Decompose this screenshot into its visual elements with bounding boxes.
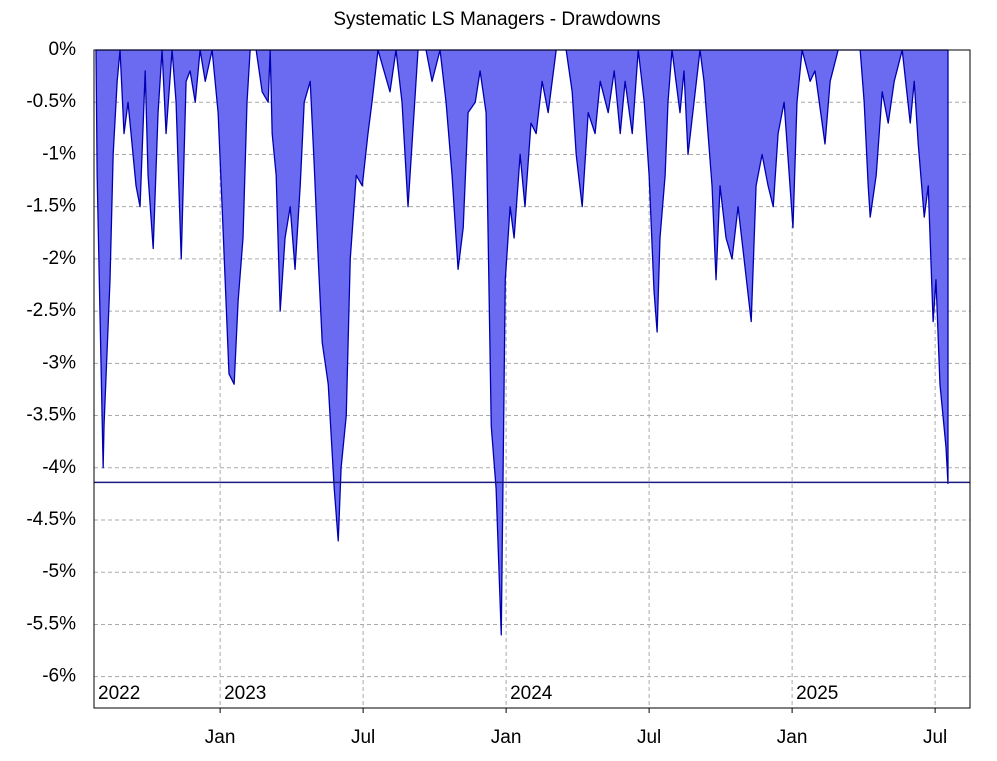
chart-title: Systematic LS Managers - Drawdowns bbox=[333, 9, 660, 30]
plot-frame bbox=[93, 49, 971, 709]
y-tick-label: -2.5% bbox=[26, 300, 76, 321]
year-label: 2023 bbox=[224, 683, 266, 704]
y-tick-label: -5% bbox=[42, 561, 76, 582]
year-label: 2022 bbox=[98, 683, 140, 704]
x-tick-label: Jul bbox=[637, 727, 661, 748]
y-tick-label: -5.5% bbox=[26, 613, 76, 634]
drawdown-area bbox=[95, 49, 949, 636]
x-tick-label: Jul bbox=[923, 727, 947, 748]
y-tick-label: -3% bbox=[42, 352, 76, 373]
x-tick-label: Jul bbox=[351, 727, 375, 748]
year-label: 2024 bbox=[510, 683, 553, 704]
y-tick-label: -2% bbox=[42, 248, 76, 269]
x-tick-label: Jan bbox=[777, 727, 808, 748]
x-tick-label: Jan bbox=[491, 727, 522, 748]
y-tick-label: -4% bbox=[42, 457, 76, 478]
y-tick-label: -1.5% bbox=[26, 196, 76, 217]
x-tick-label: Jan bbox=[205, 727, 236, 748]
y-tick-label: -3.5% bbox=[26, 405, 76, 426]
y-tick-label: -6% bbox=[42, 666, 76, 687]
y-tick-label: -0.5% bbox=[26, 91, 76, 112]
y-tick-label: 0% bbox=[49, 39, 77, 60]
y-tick-label: -4.5% bbox=[26, 509, 76, 530]
y-tick-label: -1% bbox=[42, 143, 76, 164]
year-label: 2025 bbox=[796, 683, 838, 704]
